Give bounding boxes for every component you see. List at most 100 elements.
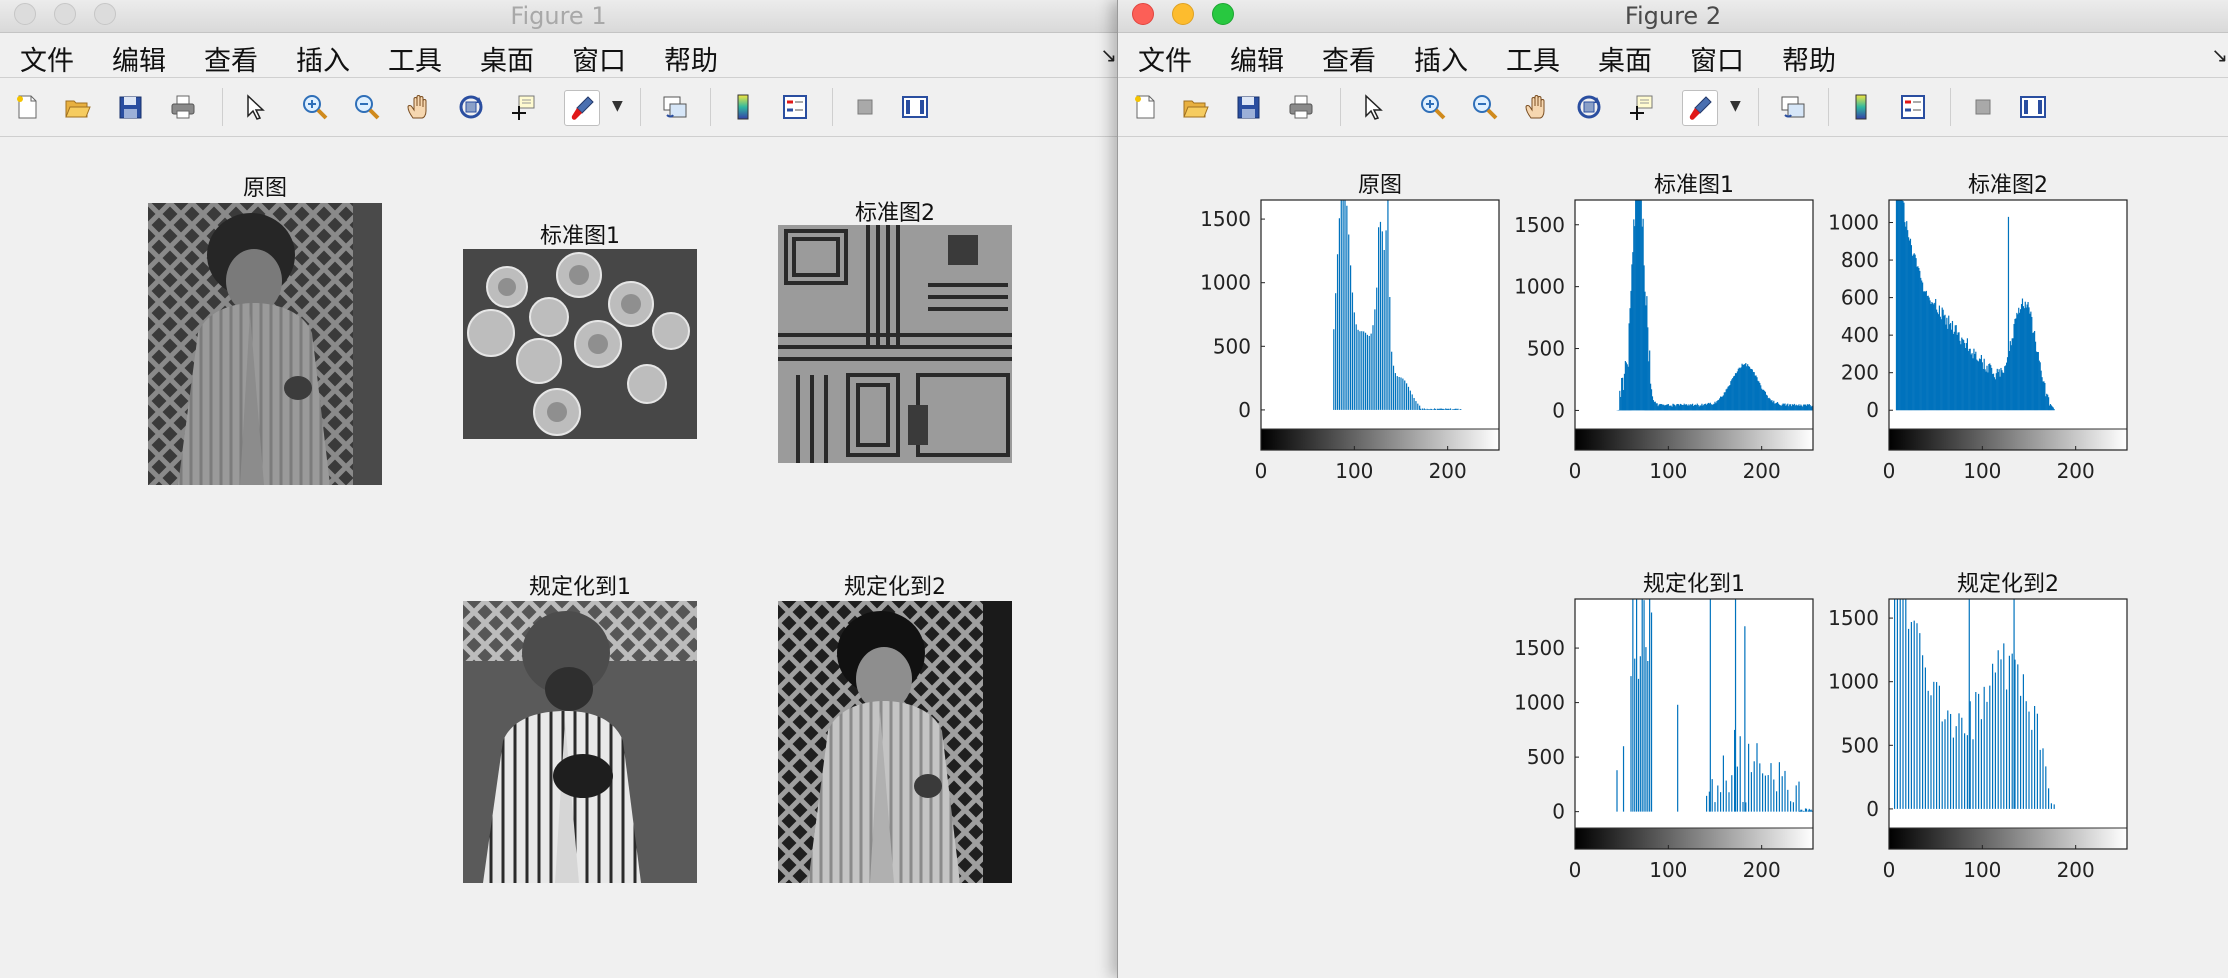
menu-insert[interactable]: 插入 (1414, 46, 1468, 77)
x-tick-label: 0 (1569, 858, 1582, 882)
brush-icon[interactable] (1682, 90, 1718, 126)
figure1-titlebar[interactable]: Figure 1 (0, 0, 1117, 33)
toolbar-separator (710, 88, 711, 126)
new-figure-icon[interactable] (12, 92, 42, 122)
minimize-icon[interactable] (54, 3, 76, 25)
zoom-icon[interactable] (94, 3, 116, 25)
menu-view[interactable]: 查看 (204, 46, 258, 77)
figure1-window: Figure 1 文件 编辑 查看 插入 工具 桌面 窗口 帮助 ↘ ▼ (0, 0, 1118, 978)
colorbar-icon[interactable] (1846, 92, 1876, 122)
rotate-3d-icon[interactable] (456, 92, 486, 122)
rotate-3d-icon[interactable] (1574, 92, 1604, 122)
menu-tools[interactable]: 工具 (1506, 46, 1560, 77)
menu-edit[interactable]: 编辑 (1230, 46, 1284, 77)
y-tick-label: 1500 (1200, 207, 1251, 231)
pan-hand-icon[interactable] (404, 92, 434, 122)
save-icon[interactable] (1233, 92, 1263, 122)
close-icon[interactable] (14, 3, 36, 25)
window-title: Figure 2 (1624, 2, 1722, 30)
select-pointer-icon[interactable] (1356, 92, 1386, 122)
x-tick-label: 100 (1335, 459, 1373, 483)
brush-dropdown-icon[interactable]: ▼ (1730, 98, 1741, 114)
menu-help[interactable]: 帮助 (664, 46, 718, 77)
menu-file[interactable]: 文件 (20, 46, 74, 77)
hide-plot-tools-icon[interactable] (1968, 92, 1998, 122)
menu-overflow-icon[interactable]: ↘ (2211, 43, 2228, 67)
menu-help[interactable]: 帮助 (1782, 46, 1836, 77)
link-plot-icon[interactable] (660, 92, 690, 122)
close-icon[interactable] (1132, 3, 1154, 25)
menu-view[interactable]: 查看 (1322, 46, 1376, 77)
figure2-titlebar[interactable]: Figure 2 (1118, 0, 2228, 33)
y-tick-label: 500 (1841, 733, 1879, 757)
brush-dropdown-icon[interactable]: ▼ (612, 98, 623, 114)
x-tick-label: 100 (1963, 459, 2001, 483)
data-cursor-icon[interactable] (508, 92, 538, 122)
image-title-specified1: 规定化到1 (529, 575, 631, 600)
pan-hand-icon[interactable] (1522, 92, 1552, 122)
brush-icon[interactable] (564, 90, 600, 126)
hide-plot-tools-icon[interactable] (850, 92, 880, 122)
histogram-axes: 0 500 1000 1500 0 100 200 原图 (1200, 173, 1500, 483)
link-plot-icon[interactable] (1778, 92, 1808, 122)
histogram-axes: 0 200 400 600 800 1000 0 100 200 标准图2 (1828, 173, 2128, 483)
grayscale-colorbar (1888, 827, 2128, 850)
show-plot-tools-icon[interactable] (2018, 92, 2048, 122)
histogram-axes: 0 500 1000 1500 0 100 200 规定化到1 (1514, 572, 1814, 882)
axes-border (1888, 598, 2128, 850)
toolbar-separator (1758, 88, 1759, 126)
menu-window[interactable]: 窗口 (572, 46, 626, 77)
toolbar-separator (1828, 88, 1829, 126)
x-tick-label: 100 (1649, 459, 1687, 483)
open-file-icon[interactable] (62, 92, 92, 122)
menu-edit[interactable]: 编辑 (112, 46, 166, 77)
menu-insert[interactable]: 插入 (296, 46, 350, 77)
menu-desktop[interactable]: 桌面 (480, 46, 534, 77)
new-figure-icon[interactable] (1130, 92, 1160, 122)
histogram-title: 规定化到1 (1643, 572, 1745, 597)
figure2-window: Figure 2 文件 编辑 查看 插入 工具 桌面 窗口 帮助 ↘ ▼ (1117, 0, 2228, 978)
legend-icon[interactable] (1898, 92, 1928, 122)
save-icon[interactable] (115, 92, 145, 122)
window-title: Figure 1 (510, 2, 607, 30)
menu-file[interactable]: 文件 (1138, 46, 1192, 77)
y-tick-label: 0 (1238, 398, 1251, 422)
menu-window[interactable]: 窗口 (1690, 46, 1744, 77)
minimize-icon[interactable] (1172, 3, 1194, 25)
data-cursor-icon[interactable] (1626, 92, 1656, 122)
histogram-title: 标准图1 (1654, 173, 1734, 198)
zoom-icon[interactable] (1212, 3, 1234, 25)
print-icon[interactable] (1286, 92, 1316, 122)
x-tick-label: 200 (2057, 858, 2095, 882)
figure-toolbar: ▼ (1118, 78, 2228, 137)
y-tick-label: 1500 (1514, 636, 1565, 660)
axes-border (1260, 199, 1500, 451)
axes-background (1889, 599, 2127, 849)
x-tick-label: 0 (1569, 459, 1582, 483)
zoom-in-icon[interactable] (300, 92, 330, 122)
y-tick-label: 800 (1841, 248, 1879, 272)
histogram-axes: 0 500 1000 1500 0 100 200 规定化到2 (1828, 572, 2128, 882)
menu-tools[interactable]: 工具 (388, 46, 442, 77)
menu-bar: 文件 编辑 查看 插入 工具 桌面 窗口 帮助 ↘ (0, 33, 1117, 78)
x-tick-label: 0 (1883, 459, 1896, 483)
open-file-icon[interactable] (1180, 92, 1210, 122)
axes-background (1575, 599, 1813, 849)
print-icon[interactable] (168, 92, 198, 122)
y-tick-label: 0 (1552, 398, 1565, 422)
zoom-out-icon[interactable] (352, 92, 382, 122)
colorbar-icon[interactable] (728, 92, 758, 122)
y-tick-label: 1000 (1514, 275, 1565, 299)
show-plot-tools-icon[interactable] (900, 92, 930, 122)
zoom-out-icon[interactable] (1470, 92, 1500, 122)
image-title-specified2: 规定化到2 (844, 575, 946, 600)
y-tick-label: 1000 (1200, 271, 1251, 295)
menu-desktop[interactable]: 桌面 (1598, 46, 1652, 77)
zoom-in-icon[interactable] (1418, 92, 1448, 122)
legend-icon[interactable] (780, 92, 810, 122)
menu-overflow-icon[interactable]: ↘ (1100, 43, 1117, 67)
select-pointer-icon[interactable] (238, 92, 268, 122)
x-tick-label: 100 (1963, 858, 2001, 882)
x-tick-label: 200 (1743, 858, 1781, 882)
